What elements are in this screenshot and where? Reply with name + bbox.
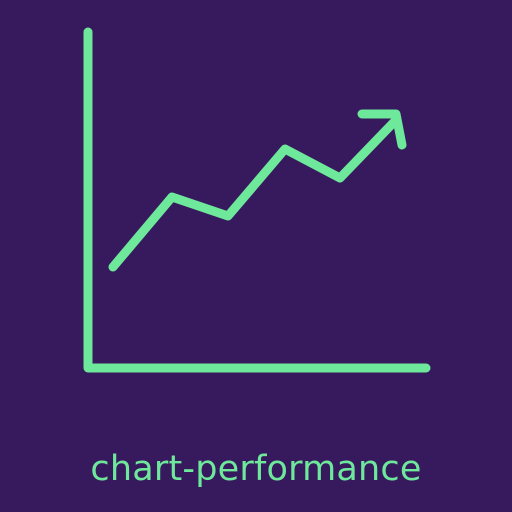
arrow-head-icon [357,109,407,150]
trend-line [108,115,401,272]
chart-axes [83,27,431,373]
icon-caption: chart-performance [90,449,422,489]
